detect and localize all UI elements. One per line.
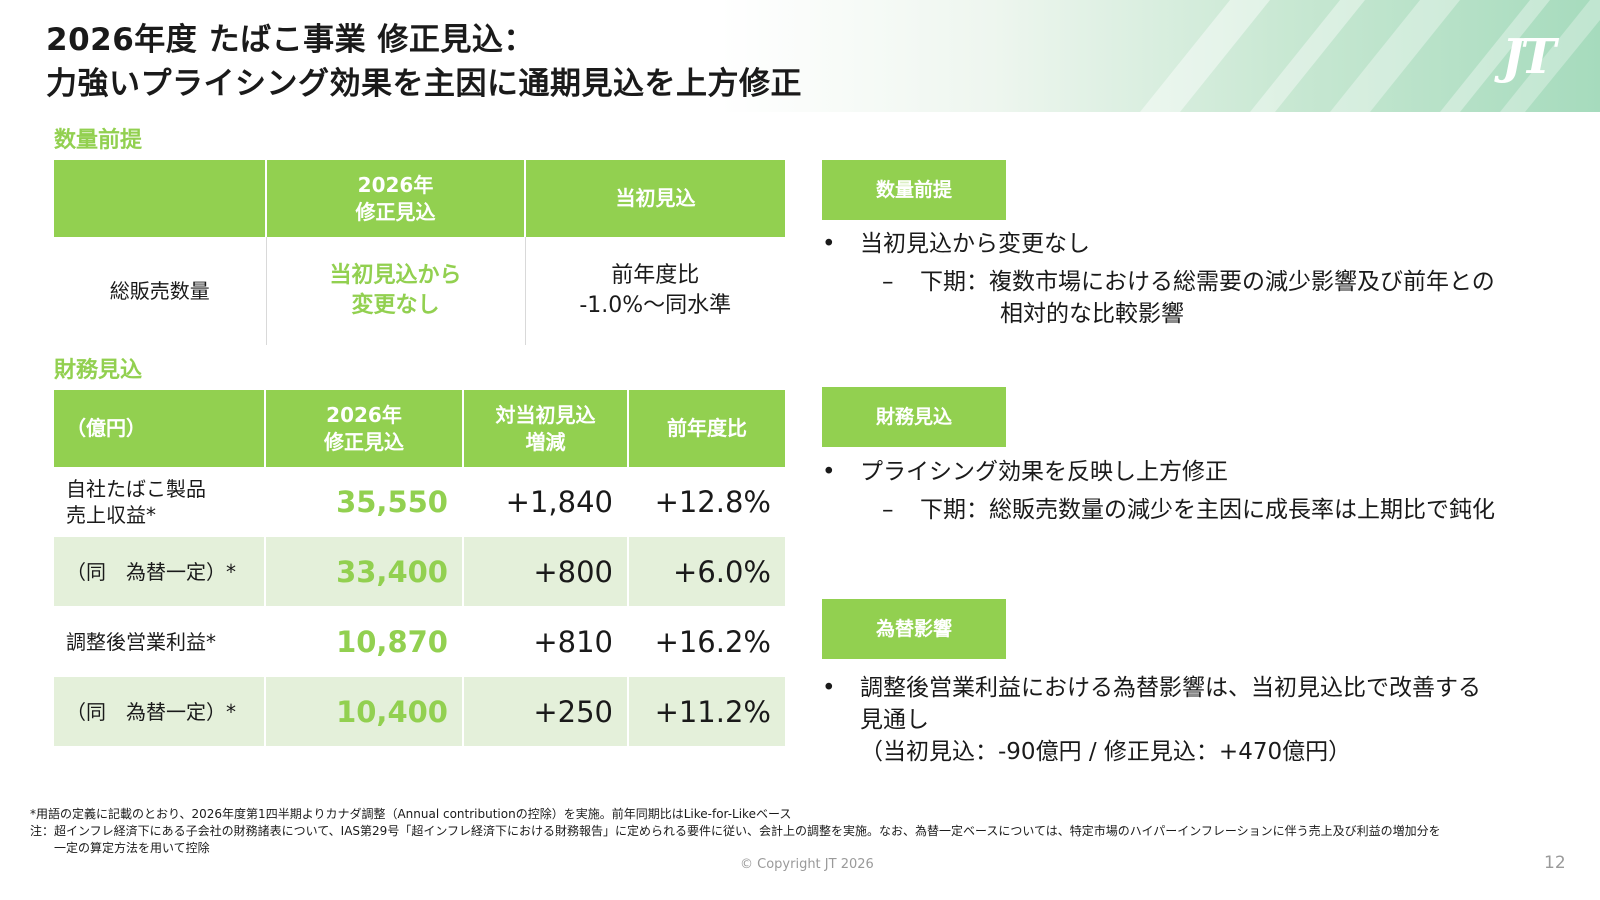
volume-header-blank — [54, 160, 267, 237]
finance-sub-line-1: 下期：総販売数量の減少を主因に成長率は上期比で鈍化 — [920, 497, 1495, 523]
finance-header-unit: （億円） — [54, 390, 266, 467]
page-number: 12 — [1544, 853, 1566, 873]
vs-initial-value: +810 — [463, 606, 629, 677]
vs-initial-value: +1,840 — [463, 467, 629, 537]
revised-value: 10,870 — [265, 606, 464, 677]
revised-value: 33,400 — [265, 536, 464, 607]
bullet-dot: • — [822, 675, 836, 701]
footnote-line-1: 注：超インフレ経済下にある子会社の財務諸表について、IAS第29号「超インフレ経… — [30, 824, 1441, 838]
sub-bullet-dash: – — [882, 497, 894, 523]
finance-bullet-text: プライシング効果を反映し上方修正 — [860, 459, 1228, 485]
table-row: 自社たばこ製品 売上収益* 35,550 +1,840 +12.8% — [54, 467, 785, 537]
finance-header-row: （億円） 2026年 修正見込 対当初見込 増減 前年度比 — [54, 390, 785, 467]
vs-initial-value: +250 — [463, 676, 629, 747]
volume-bullet-text: 当初見込から変更なし — [860, 231, 1090, 257]
bullet-dot: • — [822, 459, 836, 485]
volume-revised-value: 当初見込から 変更なし — [266, 237, 526, 345]
title-banner: 2026年度 たばこ事業 修正見込： 力強いプライシング効果を主因に通期見込を上… — [0, 0, 1600, 112]
fx-line-1: 調整後営業利益における為替影響は、当初見込比で改善する — [860, 675, 1481, 701]
row-label: 調整後営業利益* — [54, 606, 266, 677]
volume-bullet: • 当初見込から変更なし — [822, 228, 1582, 260]
yoy-value: +12.8% — [628, 467, 785, 537]
finance-header-yoy: 前年度比 — [628, 390, 785, 467]
volume-section-label: 数量前提 — [54, 128, 143, 153]
fx-note-box: 為替影響 — [822, 599, 1006, 659]
row-label: （同 為替一定）* — [54, 536, 266, 607]
title-line-1: 2026年度 たばこ事業 修正見込： — [46, 22, 535, 58]
finance-header-revised: 2026年 修正見込 — [265, 390, 464, 467]
yoy-value: +6.0% — [628, 536, 785, 607]
revised-value: 10,400 — [265, 676, 464, 747]
finance-note-box: 財務見込 — [822, 387, 1006, 447]
volume-sub-line-1: 下期：複数市場における総需要の減少影響及び前年との — [920, 269, 1495, 295]
bullet-dot: • — [822, 231, 836, 257]
volume-row: 総販売数量 当初見込から 変更なし 前年度比 -1.0%～同水準 — [54, 237, 785, 345]
fx-line-2: 見通し — [860, 707, 929, 733]
finance-table: （億円） 2026年 修正見込 対当初見込 増減 前年度比 自社たばこ製品 売上… — [54, 390, 785, 747]
sub-bullet-dash: – — [882, 269, 894, 295]
copyright: © Copyright JT 2026 — [740, 857, 874, 872]
row-label: 自社たばこ製品 売上収益* — [54, 467, 266, 537]
volume-sub-bullet: – 下期：複数市場における総需要の減少影響及び前年との 相対的な比較影響 — [882, 266, 1582, 330]
finance-sub-bullet: – 下期：総販売数量の減少を主因に成長率は上期比で鈍化 — [882, 494, 1582, 526]
volume-row-label: 総販売数量 — [54, 237, 267, 345]
volume-initial-value: 前年度比 -1.0%～同水準 — [525, 237, 785, 345]
volume-note-box: 数量前提 — [822, 160, 1006, 220]
row-label: （同 為替一定）* — [54, 676, 266, 747]
volume-table: 2026年 修正見込 当初見込 総販売数量 当初見込から 変更なし 前年度比 -… — [54, 160, 785, 345]
footnote-line-2: 一定の算定方法を用いて控除 — [30, 841, 210, 855]
volume-header-initial: 当初見込 — [525, 160, 785, 237]
decorative-stripes — [1140, 0, 1600, 112]
table-row: 調整後営業利益* 10,870 +810 +16.2% — [54, 606, 785, 677]
table-row: （同 為替一定）* 33,400 +800 +6.0% — [54, 536, 785, 607]
finance-section-label: 財務見込 — [54, 358, 143, 383]
title-line-2: 力強いプライシング効果を主因に通期見込を上方修正 — [46, 66, 802, 102]
vs-initial-value: +800 — [463, 536, 629, 607]
footnote-hyperinflation: 注：超インフレ経済下にある子会社の財務諸表について、IAS第29号「超インフレ経… — [30, 823, 1560, 857]
volume-header-row: 2026年 修正見込 当初見込 — [54, 160, 785, 237]
page-title: 2026年度 たばこ事業 修正見込： 力強いプライシング効果を主因に通期見込を上… — [46, 18, 802, 106]
volume-header-revised: 2026年 修正見込 — [266, 160, 526, 237]
volume-sub-line-2: 相対的な比較影響 — [1000, 301, 1184, 327]
yoy-value: +16.2% — [628, 606, 785, 677]
fx-bullet: • 調整後営業利益における為替影響は、当初見込比で改善する 見通し （当初見込：… — [822, 672, 1582, 768]
yoy-value: +11.2% — [628, 676, 785, 747]
finance-header-vs-initial: 対当初見込 増減 — [463, 390, 629, 467]
fx-line-3: （当初見込：-90億円 / 修正見込：+470億円） — [860, 739, 1352, 765]
finance-bullet: • プライシング効果を反映し上方修正 — [822, 456, 1582, 488]
jt-logo: JT — [1501, 29, 1556, 85]
revised-value: 35,550 — [265, 467, 464, 537]
table-row: （同 為替一定）* 10,400 +250 +11.2% — [54, 676, 785, 747]
footnote-definition: *用語の定義に記載のとおり、2026年度第1四半期よりカナダ調整（Annual … — [30, 807, 792, 821]
